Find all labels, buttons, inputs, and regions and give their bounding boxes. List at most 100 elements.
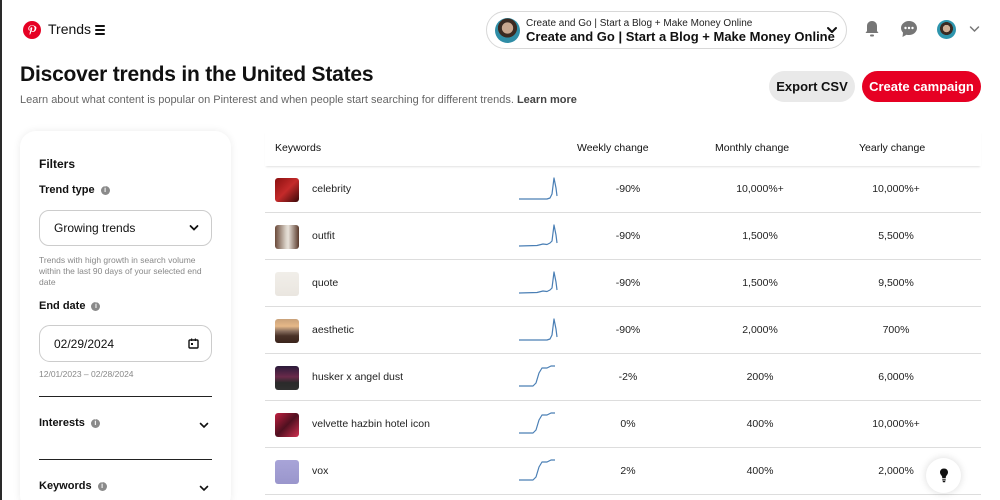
table-row[interactable]: vox 2% 400% 2,000%	[265, 448, 981, 495]
monthly-change: 1,500%	[742, 277, 778, 289]
info-icon[interactable]: i	[90, 418, 100, 428]
keyword-name[interactable]: velvette hazbin hotel icon	[312, 418, 430, 430]
table-header: Keywords Weekly change Monthly change Ye…	[265, 130, 981, 166]
chevron-down-icon[interactable]	[969, 25, 980, 33]
column-weekly-change[interactable]: Weekly change	[577, 142, 649, 154]
divider	[39, 459, 212, 460]
column-yearly-change[interactable]: Yearly change	[859, 142, 926, 154]
table-row[interactable]: husker x angel dust -2% 200% 6,000%	[265, 354, 981, 401]
sparkline-chart	[519, 412, 555, 434]
yearly-change: 5,500%	[878, 230, 914, 242]
lightbulb-icon	[939, 468, 948, 483]
account-avatar	[495, 18, 520, 43]
trend-type-label: Trend type i	[39, 184, 110, 196]
keyword-thumbnail	[275, 413, 299, 437]
help-tips-button[interactable]	[926, 458, 961, 493]
calendar-icon[interactable]	[188, 338, 199, 349]
trend-type-label-text: Trend type	[39, 184, 95, 196]
table-row[interactable]: aesthetic -90% 2,000% 700%	[265, 307, 981, 354]
export-csv-button[interactable]: Export CSV	[769, 71, 855, 102]
date-range-text: 12/01/2023 – 02/28/2024	[39, 369, 134, 379]
keyword-thumbnail	[275, 366, 299, 390]
table-row[interactable]: quote -90% 1,500% 9,500%	[265, 260, 981, 307]
top-bar: Trends Create and Go | Start a Blog + Ma…	[0, 0, 1000, 60]
keyword-thumbnail	[275, 225, 299, 249]
keyword-name[interactable]: outfit	[312, 230, 335, 242]
filters-panel: Filters Trend type i Growing trends Tren…	[20, 131, 231, 500]
yearly-change: 700%	[882, 324, 910, 336]
interests-label: Interests	[39, 417, 85, 429]
chevron-down-icon[interactable]	[199, 485, 209, 492]
brand-title[interactable]: Trends	[48, 21, 92, 37]
window-edge	[0, 0, 2, 500]
keyword-name[interactable]: vox	[312, 465, 329, 477]
end-date-value: 02/29/2024	[54, 336, 115, 351]
create-campaign-button[interactable]: Create campaign	[862, 71, 981, 102]
keyword-thumbnail	[275, 319, 299, 343]
table-row[interactable]: outfit -90% 1,500% 5,500%	[265, 213, 981, 260]
keyword-name[interactable]: celebrity	[312, 183, 352, 195]
page-title: Discover trends in the United States	[20, 63, 374, 86]
end-date-label-text: End date	[39, 300, 86, 312]
avatar[interactable]	[937, 20, 956, 39]
yearly-change: 6,000%	[878, 371, 914, 383]
trend-type-value: Growing trends	[54, 221, 136, 235]
column-keywords: Keywords	[275, 142, 322, 154]
info-icon[interactable]: i	[100, 185, 110, 195]
monthly-change: 400%	[746, 465, 774, 477]
chat-icon[interactable]	[900, 20, 918, 38]
end-date-input[interactable]: 02/29/2024	[39, 325, 212, 362]
weekly-change: -90%	[615, 183, 641, 195]
monthly-change: 10,000%+	[736, 183, 784, 195]
yearly-change: 10,000%+	[872, 418, 920, 430]
pinterest-logo-icon[interactable]	[23, 21, 41, 39]
weekly-change: 0%	[620, 418, 636, 430]
yearly-change: 10,000%+	[872, 183, 920, 195]
interests-section[interactable]: Interests i	[39, 417, 100, 429]
monthly-change: 400%	[746, 418, 774, 430]
account-switcher[interactable]: Create and Go | Start a Blog + Make Mone…	[486, 11, 847, 49]
keyword-name[interactable]: husker x angel dust	[312, 371, 404, 383]
account-name-small: Create and Go | Start a Blog + Make Mone…	[526, 18, 753, 29]
monthly-change: 1,500%	[742, 230, 778, 242]
keyword-name[interactable]: quote	[312, 277, 339, 289]
account-name: Create and Go | Start a Blog + Make Mone…	[526, 29, 835, 44]
bell-icon[interactable]	[864, 20, 880, 38]
info-icon[interactable]: i	[97, 481, 107, 491]
menu-icon[interactable]	[95, 25, 105, 37]
keyword-thumbnail	[275, 460, 299, 484]
keywords-label: Keywords	[39, 480, 92, 492]
sparkline-chart	[519, 177, 558, 200]
sparkline-chart	[519, 459, 555, 481]
monthly-change: 200%	[746, 371, 774, 383]
yearly-change: 2,000%	[878, 465, 914, 477]
trend-type-select[interactable]: Growing trends	[39, 210, 212, 246]
yearly-change: 9,500%	[878, 277, 914, 289]
sparkline-chart	[518, 224, 558, 247]
weekly-change: -2%	[618, 371, 638, 383]
divider	[39, 396, 212, 397]
trend-type-help: Trends with high growth in search volume…	[39, 255, 202, 287]
end-date-label: End date i	[39, 300, 101, 312]
info-icon[interactable]: i	[91, 301, 101, 311]
chevron-down-icon[interactable]	[199, 422, 209, 429]
weekly-change: -90%	[615, 277, 641, 289]
filters-title: Filters	[39, 157, 76, 171]
chevron-down-icon	[827, 27, 837, 33]
subtitle-text: Learn about what content is popular on P…	[20, 94, 514, 106]
column-monthly-change[interactable]: Monthly change	[715, 142, 790, 154]
monthly-change: 2,000%	[742, 324, 778, 336]
weekly-change: 2%	[620, 465, 636, 477]
keyword-name[interactable]: aesthetic	[312, 324, 355, 336]
table-row[interactable]: celebrity -90% 10,000%+ 10,000%+	[265, 166, 981, 213]
sparkline-chart	[519, 365, 555, 387]
table-row[interactable]: velvette hazbin hotel icon 0% 400% 10,00…	[265, 401, 981, 448]
learn-more-link[interactable]: Learn more	[516, 94, 577, 106]
weekly-change: -90%	[615, 230, 641, 242]
chevron-down-icon	[189, 225, 199, 231]
keyword-thumbnail	[275, 272, 299, 296]
keywords-section[interactable]: Keywords i	[39, 480, 107, 492]
keyword-thumbnail	[275, 178, 299, 202]
trends-table: Keywords Weekly change Monthly change Ye…	[265, 130, 981, 495]
page-subtitle: Learn about what content is popular on P…	[20, 94, 577, 106]
